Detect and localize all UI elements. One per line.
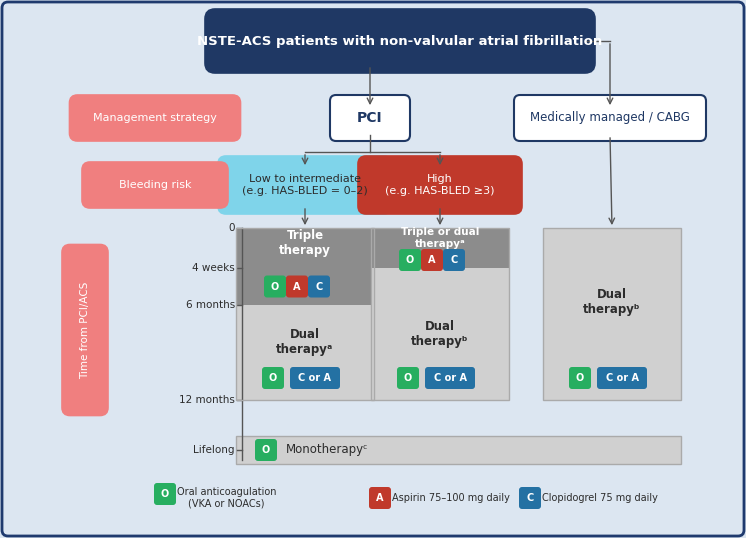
Text: O: O	[161, 489, 169, 499]
Text: High
(e.g. HAS-BLED ≥3): High (e.g. HAS-BLED ≥3)	[385, 174, 495, 196]
Text: Medically managed / CABG: Medically managed / CABG	[530, 111, 690, 124]
Bar	[236, 228, 374, 400]
Text: Management strategy: Management strategy	[93, 113, 217, 123]
Bar	[371, 268, 509, 400]
Bar	[543, 228, 681, 400]
FancyBboxPatch shape	[358, 156, 522, 214]
FancyBboxPatch shape	[69, 95, 240, 141]
Text: O: O	[262, 445, 270, 455]
Text: 0: 0	[228, 223, 235, 233]
Text: Monotherapyᶜ: Monotherapyᶜ	[286, 443, 369, 457]
Text: O: O	[404, 373, 412, 383]
Text: Dual
therapyᵃ: Dual therapyᵃ	[276, 329, 333, 357]
FancyBboxPatch shape	[443, 249, 465, 271]
FancyBboxPatch shape	[82, 162, 228, 208]
FancyBboxPatch shape	[514, 95, 706, 141]
Text: 6 months: 6 months	[186, 300, 235, 310]
FancyBboxPatch shape	[255, 439, 277, 461]
Text: Dual
therapyᵇ: Dual therapyᵇ	[583, 288, 641, 316]
Text: Low to intermediate
(e.g. HAS-BLED = 0–2): Low to intermediate (e.g. HAS-BLED = 0–2…	[242, 174, 368, 196]
FancyBboxPatch shape	[308, 275, 330, 298]
Text: O: O	[406, 255, 414, 265]
Text: C or A: C or A	[606, 373, 639, 383]
Text: C: C	[451, 255, 457, 265]
FancyBboxPatch shape	[290, 367, 340, 389]
Bar	[371, 228, 509, 268]
Text: C: C	[527, 493, 533, 503]
Text: Dual
therapyᵇ: Dual therapyᵇ	[411, 320, 468, 348]
Text: 12 months: 12 months	[179, 395, 235, 405]
Text: O: O	[269, 373, 277, 383]
Bar	[236, 228, 374, 305]
Text: Oral anticoagulation
(VKA or NOACs): Oral anticoagulation (VKA or NOACs)	[177, 487, 277, 509]
FancyBboxPatch shape	[569, 367, 591, 389]
FancyBboxPatch shape	[397, 367, 419, 389]
Text: 4 weeks: 4 weeks	[192, 263, 235, 273]
Text: A: A	[428, 255, 436, 265]
Text: Lifelong: Lifelong	[193, 445, 235, 455]
FancyBboxPatch shape	[262, 367, 284, 389]
Text: PCI: PCI	[357, 111, 383, 125]
FancyBboxPatch shape	[154, 483, 176, 505]
Bar	[371, 228, 509, 400]
FancyBboxPatch shape	[399, 249, 421, 271]
Text: Clopidogrel 75 mg daily: Clopidogrel 75 mg daily	[542, 493, 658, 503]
Bar	[236, 436, 681, 464]
Text: C or A: C or A	[433, 373, 466, 383]
FancyBboxPatch shape	[369, 487, 391, 509]
FancyBboxPatch shape	[425, 367, 475, 389]
Bar	[236, 305, 374, 400]
Text: O: O	[576, 373, 584, 383]
FancyBboxPatch shape	[62, 244, 108, 415]
FancyBboxPatch shape	[330, 95, 410, 141]
Text: Triple or dual
therapyᵃ: Triple or dual therapyᵃ	[401, 227, 479, 249]
Text: Bleeding risk: Bleeding risk	[119, 180, 191, 190]
FancyBboxPatch shape	[218, 156, 392, 214]
Text: Triple
therapy: Triple therapy	[279, 229, 331, 257]
FancyBboxPatch shape	[286, 275, 308, 298]
FancyBboxPatch shape	[597, 367, 647, 389]
FancyBboxPatch shape	[519, 487, 541, 509]
Text: A: A	[376, 493, 383, 503]
FancyBboxPatch shape	[421, 249, 443, 271]
FancyBboxPatch shape	[264, 275, 286, 298]
Text: A: A	[293, 281, 301, 292]
Text: Aspirin 75–100 mg daily: Aspirin 75–100 mg daily	[392, 493, 510, 503]
Text: Time from PCI/ACS: Time from PCI/ACS	[80, 281, 90, 379]
Text: C: C	[316, 281, 322, 292]
Text: O: O	[271, 281, 279, 292]
Text: NSTE-ACS patients with non-valvular atrial fibrillation: NSTE-ACS patients with non-valvular atri…	[198, 34, 603, 47]
FancyBboxPatch shape	[205, 9, 595, 73]
Text: C or A: C or A	[298, 373, 331, 383]
